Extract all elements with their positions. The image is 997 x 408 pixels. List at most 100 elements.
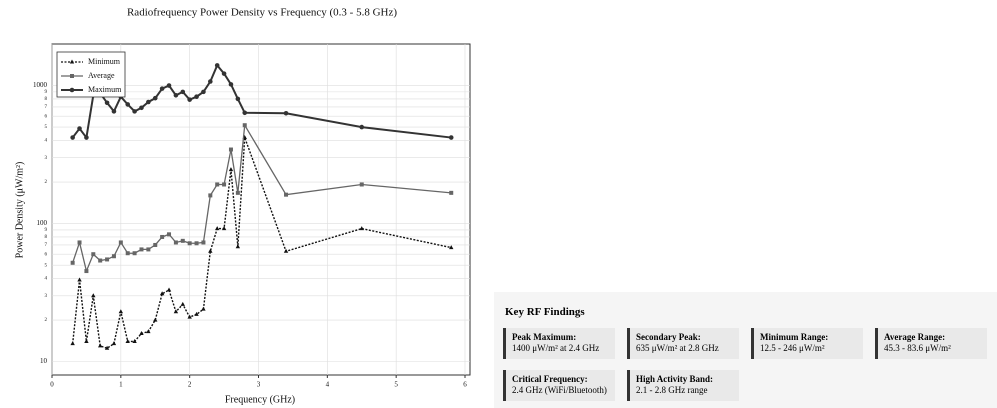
- marker: [97, 343, 103, 348]
- marker: [125, 338, 130, 343]
- y-tick-label: 9: [45, 90, 48, 95]
- marker: [194, 94, 199, 100]
- y-tick-label: 2: [45, 180, 48, 185]
- marker: [242, 110, 248, 116]
- marker: [139, 105, 144, 111]
- marker: [283, 110, 289, 116]
- marker: [449, 190, 454, 195]
- marker: [187, 241, 192, 246]
- x-tick-label: 1: [119, 381, 123, 389]
- marker: [284, 192, 289, 197]
- marker: [146, 99, 151, 105]
- marker: [201, 240, 206, 245]
- legend-label: Maximum: [88, 85, 122, 94]
- marker: [166, 287, 172, 292]
- marker: [91, 293, 96, 298]
- marker: [201, 89, 206, 95]
- marker: [132, 109, 137, 114]
- y-tick-label: 3: [45, 156, 48, 161]
- marker: [221, 226, 227, 231]
- marker: [167, 232, 172, 237]
- marker: [221, 71, 227, 76]
- y-tick-label: 6: [45, 114, 48, 119]
- marker: [139, 330, 144, 335]
- marker: [208, 79, 213, 84]
- finding-text: 2.4 GHz (WiFi/Bluetooth): [512, 385, 607, 395]
- marker: [70, 260, 75, 265]
- marker: [132, 251, 137, 256]
- marker: [77, 240, 82, 245]
- legend-label: Minimum: [88, 57, 121, 66]
- x-axis-label: Frequency (GHz): [225, 394, 295, 405]
- y-axis-label: Power Density (μW/m²): [14, 162, 25, 259]
- marker: [77, 126, 82, 131]
- finding-card: Critical Frequency: 2.4 GHz (WiFi/Bluetoo…: [503, 370, 615, 401]
- marker: [84, 338, 89, 343]
- marker: [235, 190, 240, 195]
- y-tick-label: 5: [45, 125, 48, 130]
- finding-text: 45.3 - 83.6 μW/m²: [884, 343, 951, 353]
- marker: [187, 314, 192, 319]
- marker: [105, 257, 110, 262]
- marker: [228, 167, 234, 172]
- finding-card: High Activity Band: 2.1 - 2.8 GHz range: [627, 370, 739, 401]
- x-tick-label: 6: [463, 381, 467, 389]
- marker: [69, 59, 75, 64]
- marker: [359, 182, 364, 187]
- marker: [359, 124, 365, 130]
- marker: [228, 82, 234, 87]
- finding-text: 635 μW/m² at 2.8 GHz: [636, 343, 719, 353]
- marker: [111, 109, 117, 114]
- legend-label: Average: [88, 71, 115, 80]
- marker: [208, 193, 213, 198]
- marker: [152, 95, 158, 101]
- marker: [449, 245, 454, 250]
- marker: [448, 135, 454, 140]
- marker: [242, 123, 247, 128]
- y-tick-label: 6: [45, 252, 48, 257]
- marker: [153, 317, 158, 322]
- marker: [91, 252, 96, 257]
- marker: [118, 309, 124, 314]
- y-tick-label: 1000: [33, 81, 48, 89]
- marker: [180, 301, 185, 306]
- y-tick-label: 4: [45, 277, 48, 282]
- finding-text: 12.5 - 246 μW/m²: [760, 343, 825, 353]
- marker: [359, 226, 364, 231]
- marker: [84, 269, 89, 274]
- y-tick-label: 10: [40, 357, 48, 365]
- y-tick-label: 100: [37, 219, 48, 227]
- x-tick-label: 4: [326, 381, 330, 389]
- marker: [104, 345, 110, 350]
- finding-card: Average Range: 45.3 - 83.6 μW/m²: [875, 328, 987, 359]
- marker: [118, 240, 123, 245]
- findings-panel: Key RF Findings Peak Maximum: 1400 μW/m² …: [494, 292, 997, 408]
- marker: [173, 309, 179, 314]
- finding-card: Peak Maximum: 1400 μW/m² at 2.4 GHz: [503, 328, 615, 359]
- x-tick-label: 0: [50, 381, 54, 389]
- marker: [146, 247, 151, 252]
- finding-label: Secondary Peak:: [636, 332, 701, 342]
- marker: [70, 341, 75, 346]
- marker: [208, 248, 213, 253]
- marker: [146, 329, 151, 334]
- marker: [187, 97, 192, 102]
- marker: [111, 341, 117, 346]
- marker: [153, 242, 158, 247]
- y-tick-label: 8: [45, 235, 48, 240]
- finding-text: 2.1 - 2.8 GHz range: [636, 385, 708, 395]
- finding-label: Average Range:: [884, 332, 946, 342]
- marker: [132, 338, 137, 343]
- marker: [173, 240, 178, 245]
- marker: [180, 238, 185, 243]
- chart-title: Radiofrequency Power Density vs Frequenc…: [127, 7, 397, 19]
- marker: [201, 306, 206, 311]
- marker: [180, 89, 186, 95]
- y-tick-label: 5: [45, 263, 48, 268]
- finding-card: Secondary Peak: 635 μW/m² at 2.8 GHz: [627, 328, 739, 359]
- y-tick-label: 4: [45, 139, 48, 144]
- marker: [222, 182, 227, 187]
- y-tick-label: 8: [45, 97, 48, 102]
- findings-title: Key RF Findings: [505, 306, 585, 318]
- marker: [104, 100, 110, 106]
